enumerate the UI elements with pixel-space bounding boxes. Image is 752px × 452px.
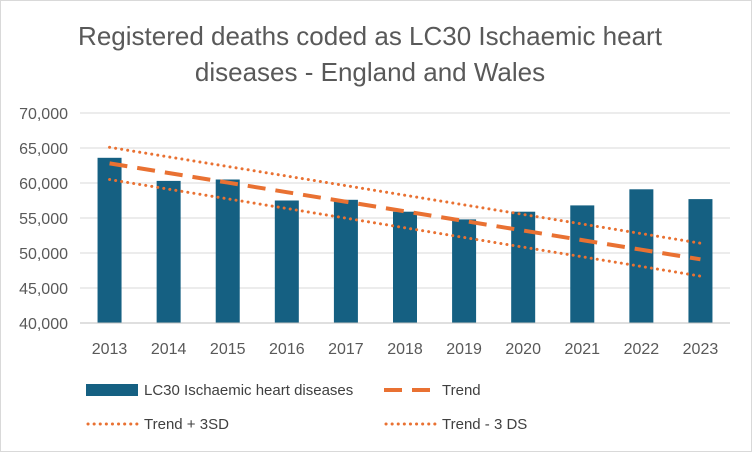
y-tick-label: 65,000: [19, 141, 68, 158]
trend-band-line: [108, 178, 702, 278]
x-tick-label: 2017: [328, 341, 364, 358]
legend-label: Trend + 3SD: [144, 416, 229, 433]
x-tick-label: 2021: [564, 341, 600, 358]
bar: [393, 211, 417, 323]
legend-label: Trend: [442, 382, 481, 399]
x-tick-label: 2016: [269, 341, 305, 358]
bar: [511, 211, 536, 323]
bar-series: [97, 157, 713, 323]
legend-label: Trend - 3 DS: [442, 416, 527, 433]
y-tick-label: 40,000: [19, 316, 68, 333]
bar: [688, 199, 713, 323]
trend-line: [109, 161, 701, 262]
x-tick-label: 2013: [92, 341, 128, 358]
trend-band-line: [108, 145, 702, 245]
y-axis: 40,000 45,000 50,000 55,000 60,000 65,000 70,0…: [19, 106, 68, 333]
y-tick-label: 45,000: [19, 281, 68, 298]
legend-swatch-bar: [86, 384, 138, 396]
trend-lines: [108, 145, 702, 278]
x-tick-label: 2022: [624, 341, 660, 358]
bar: [333, 199, 358, 323]
chart-title: Registered deaths coded as LC30 Ischaemi…: [78, 21, 662, 87]
y-tick-label: 60,000: [19, 176, 68, 193]
y-tick-label: 70,000: [19, 106, 68, 123]
bar: [97, 157, 122, 323]
bar: [156, 180, 181, 323]
bar: [629, 189, 654, 323]
x-tick-label: 2018: [387, 341, 423, 358]
bar: [215, 179, 240, 323]
x-tick-label: 2015: [210, 341, 246, 358]
y-tick-label: 55,000: [19, 211, 68, 228]
legend-label: LC30 Ischaemic heart diseases: [144, 382, 353, 399]
y-tick-label: 50,000: [19, 246, 68, 263]
x-axis: 2013 2014 2015 2016 2017 2018 2019 2020 2021 2022…: [80, 322, 730, 358]
bar: [274, 200, 299, 323]
x-tick-label: 2023: [683, 341, 719, 358]
x-tick-label: 2020: [505, 341, 541, 358]
x-tick-label: 2019: [446, 341, 482, 358]
bar: [452, 219, 477, 323]
x-tick-label: 2014: [151, 341, 187, 358]
legend: LC30 Ischaemic heart diseases Trend Trend …: [86, 382, 527, 433]
